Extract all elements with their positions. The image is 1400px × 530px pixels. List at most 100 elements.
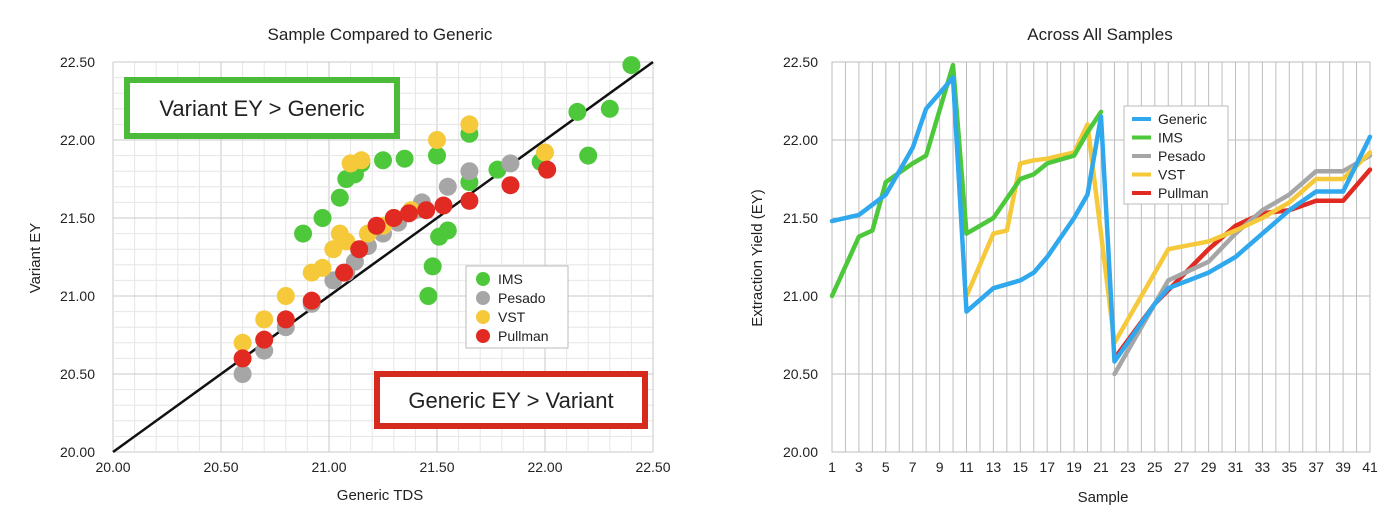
x-tick-label: 33: [1255, 459, 1271, 475]
x-tick-label: 35: [1282, 459, 1298, 475]
y-tick-label: 20.00: [60, 444, 95, 460]
scatter-point-vst: [313, 258, 332, 277]
series-line-generic: [829, 75, 1373, 364]
scatter-point-vst: [536, 143, 554, 162]
scatter-point-ims: [395, 149, 414, 168]
scatter-point-ims: [419, 287, 438, 305]
scatter-point-pullman: [399, 204, 418, 223]
y-tick-label: 20.00: [783, 444, 818, 460]
x-tick-label: 20.00: [95, 459, 130, 475]
y-tick-label: 21.50: [60, 210, 95, 226]
scatter-y-axis-label: Variant EY: [27, 223, 44, 294]
legend-marker-vst: [476, 310, 490, 324]
legend-label-generic: Generic: [1158, 111, 1207, 127]
scatter-point-vst: [352, 151, 371, 170]
scatter-point-vst: [337, 232, 356, 251]
x-tick-label: 17: [1039, 459, 1055, 475]
scatter-callouts: Variant EY > Generic Generic EY > Varian…: [124, 77, 648, 429]
scatter-point-pesado: [438, 177, 457, 196]
scatter-point-ims: [568, 102, 587, 121]
y-tick-label: 22.50: [60, 54, 95, 70]
x-tick-label: 22.50: [635, 459, 670, 475]
legend-label-vst: VST: [498, 309, 526, 325]
legend-marker-pesado: [476, 291, 490, 305]
legend-label-ims: IMS: [1158, 130, 1183, 146]
scatter-point-ims: [600, 99, 619, 118]
scatter-point-pullman: [501, 176, 520, 195]
series-line-ims: [829, 62, 1104, 299]
x-tick-label: 1: [828, 459, 836, 475]
x-tick-label: 9: [936, 459, 944, 475]
scatter-point-pullman: [302, 291, 321, 310]
legend-label-pullman: Pullman: [1158, 185, 1209, 201]
x-tick-label: 21.00: [311, 459, 346, 475]
x-tick-label: 5: [882, 459, 890, 475]
line-x-axis-label: Sample: [1078, 489, 1129, 506]
legend-label-vst: VST: [1158, 167, 1186, 183]
x-tick-label: 22.00: [527, 459, 562, 475]
x-tick-label: 11: [959, 459, 974, 475]
legend-label-ims: IMS: [498, 271, 523, 287]
y-tick-label: 21.00: [783, 288, 818, 304]
line-series: [829, 62, 1373, 377]
x-tick-label: 20.50: [203, 459, 238, 475]
scatter-chart: Sample Compared to Generic Generic TDS V…: [27, 25, 671, 504]
scatter-point-vst: [255, 310, 274, 329]
scatter-point-ims: [438, 221, 457, 240]
scatter-point-pullman: [276, 310, 295, 329]
x-tick-label: 15: [1013, 459, 1029, 475]
scatter-point-ims: [622, 56, 641, 75]
scatter-point-ims: [423, 257, 442, 276]
x-tick-label: 19: [1066, 459, 1082, 475]
scatter-legend: IMS Pesado VST Pullman: [465, 265, 569, 349]
line-chart: Across All Samples Sample Extraction Yie…: [749, 25, 1378, 506]
scatter-point-pullman: [350, 240, 369, 259]
scatter-chart-title: Sample Compared to Generic: [268, 25, 493, 44]
scatter-point-pullman: [384, 209, 403, 227]
scatter-point-ims: [428, 146, 446, 165]
y-tick-label: 21.00: [60, 288, 95, 304]
scatter-point-vst: [276, 287, 295, 305]
scatter-point-pullman: [255, 330, 274, 349]
legend-label-pesado: Pesado: [498, 290, 546, 306]
scatter-tick-labels: 20.00 20.50 21.00 21.50 22.00 22.50 20.00 20.50…: [60, 54, 671, 475]
lower-callout-box: [374, 371, 648, 429]
scatter-point-pullman: [434, 196, 453, 215]
x-tick-label: 27: [1174, 459, 1190, 475]
scatter-point-ims: [313, 209, 332, 227]
scatter-points: [233, 56, 641, 383]
y-tick-label: 20.50: [783, 366, 818, 382]
line-chart-title: Across All Samples: [1027, 25, 1173, 44]
y-tick-label: 22.50: [783, 54, 818, 70]
scatter-point-pesado: [501, 154, 520, 173]
scatter-point-pullman: [417, 201, 436, 220]
x-tick-label: 39: [1335, 459, 1351, 475]
x-tick-label: 7: [909, 459, 917, 475]
scatter-point-ims: [294, 224, 313, 243]
x-tick-label: 21: [1093, 459, 1109, 475]
scatter-point-ims: [374, 151, 392, 170]
scatter-point-pesado: [233, 365, 252, 383]
x-tick-label: 41: [1362, 459, 1378, 475]
x-tick-label: 31: [1228, 459, 1244, 475]
reference-line-y-equals-x: [112, 60, 654, 454]
scatter-point-pullman: [367, 216, 386, 235]
x-tick-label: 23: [1120, 459, 1136, 475]
line-legend: Generic IMS Pesado VST Pullman: [1123, 105, 1229, 205]
x-tick-label: 3: [855, 459, 863, 475]
y-tick-label: 21.50: [783, 210, 818, 226]
legend-label-pesado: Pesado: [1158, 148, 1206, 164]
scatter-point-pullman: [233, 349, 252, 368]
scatter-point-vst: [324, 240, 343, 259]
y-tick-label: 22.00: [783, 132, 818, 148]
legend-marker-ims: [476, 272, 490, 286]
scatter-point-pullman: [538, 160, 557, 179]
x-tick-label: 25: [1147, 459, 1163, 475]
line-y-axis-label: Extraction Yield (EY): [749, 189, 766, 327]
y-tick-label: 22.00: [60, 132, 95, 148]
legend-label-pullman: Pullman: [498, 328, 549, 344]
scatter-x-axis-label: Generic TDS: [337, 487, 423, 504]
lower-callout-text: Generic EY > Variant: [408, 388, 613, 413]
x-tick-label: 37: [1308, 459, 1324, 475]
